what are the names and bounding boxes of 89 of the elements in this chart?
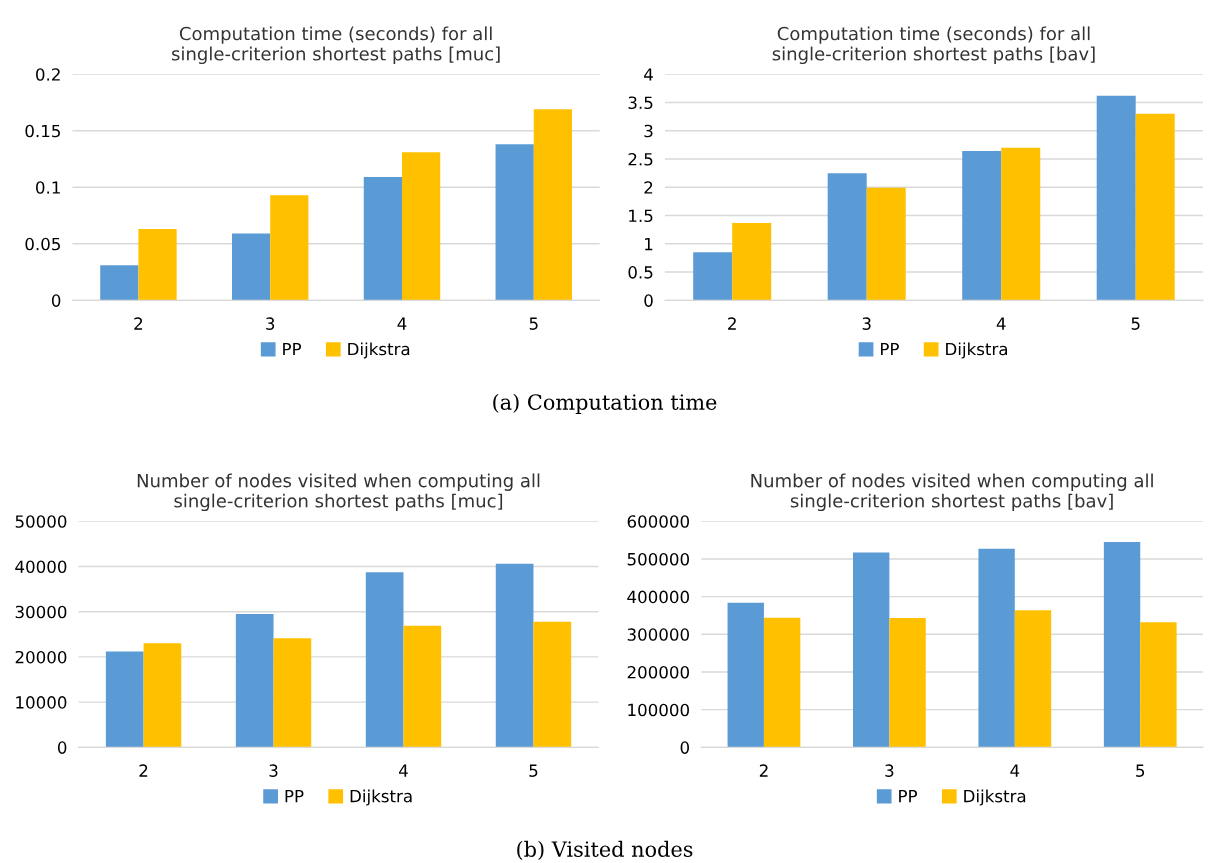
x-tick-label: 5 [529, 764, 538, 777]
bar [495, 144, 534, 301]
y-tick-label: 1.5 [629, 209, 653, 223]
bar [270, 195, 309, 301]
legend-label: Dijkstra [350, 789, 412, 806]
bar [1135, 113, 1175, 301]
text: (a) Computation time [493, 393, 717, 414]
y-tick-label: 300000 [627, 628, 689, 641]
bar [143, 643, 182, 748]
x-tick-label: 5 [1136, 764, 1145, 777]
y-tick-label: 0.2 [36, 68, 60, 81]
y-tick-label: 2 [644, 181, 653, 194]
bar [962, 151, 1002, 301]
bar [978, 548, 1015, 748]
x-tick-label: 5 [529, 317, 538, 330]
bar [138, 229, 177, 301]
bar [363, 177, 402, 301]
y-tick-label: 20000 [15, 650, 67, 664]
bar [533, 621, 572, 748]
y-tick-label: 0.1 [36, 181, 60, 194]
bar [273, 638, 312, 748]
legend-label: PP [283, 342, 302, 356]
y-tick-label: 600000 [627, 515, 689, 528]
x-tick-label: 3 [885, 764, 894, 777]
legend-label: Dijkstra [946, 342, 1008, 359]
bar [495, 563, 534, 748]
x-tick-label: 2 [728, 317, 736, 330]
x-tick-label: 4 [399, 764, 408, 777]
bar [827, 173, 867, 301]
y-tick-label: 200000 [627, 665, 689, 679]
x-tick-label: 3 [266, 317, 275, 330]
x-tick-label: 3 [269, 764, 278, 777]
y-tick-label: 500000 [627, 552, 689, 566]
y-tick-label: 0 [644, 294, 653, 307]
bar [1140, 622, 1177, 748]
bar [105, 651, 144, 748]
legend-label: Dijkstra [348, 342, 410, 359]
x-tick-label: 2 [139, 764, 148, 777]
bar [1103, 541, 1141, 748]
bar [866, 187, 906, 301]
chart-title: Number of nodes visited when computing all single-criterion shortest paths [bav] [751, 473, 1153, 512]
bar [727, 602, 764, 748]
y-tick-label: 4 [644, 68, 653, 81]
bar [100, 265, 139, 301]
bar [403, 625, 442, 748]
y-tick-label: 0.05 [25, 237, 60, 251]
bar [1096, 95, 1136, 301]
bar [533, 109, 572, 301]
bar [693, 252, 733, 301]
y-tick-label: 0 [680, 741, 689, 754]
legend-label: PP [285, 790, 304, 803]
y-tick-label: 400000 [627, 590, 689, 604]
y-tick-label: 0.15 [25, 124, 60, 138]
x-tick-label: 2 [759, 764, 768, 777]
bar [763, 617, 801, 748]
x-tick-label: 2 [134, 317, 143, 330]
bar [235, 613, 274, 748]
bar [232, 233, 271, 301]
legend-label: PP [899, 790, 918, 803]
bar [401, 152, 441, 301]
y-tick-label: 3.5 [628, 96, 653, 110]
y-tick-label: 50000 [15, 515, 67, 528]
x-tick-label: 5 [1131, 317, 1140, 330]
bar [852, 552, 890, 748]
bar [1014, 610, 1052, 748]
x-tick-label: 4 [1010, 764, 1020, 777]
legend-label: Dijkstra [964, 789, 1026, 806]
y-tick-label: 2.5 [628, 152, 653, 166]
y-tick-label: 1 [645, 237, 653, 251]
x-tick-label: 3 [862, 317, 871, 330]
y-tick-label: 10000 [16, 696, 67, 709]
y-tick-label: 0.5 [628, 266, 653, 279]
x-tick-label: 4 [996, 317, 1006, 330]
chart-title: Number of nodes visited when computing all single-criterion shortest paths [muc] [137, 473, 540, 512]
y-tick-label: 3 [644, 124, 653, 138]
bar [732, 222, 772, 301]
y-tick-label: 40000 [15, 560, 67, 574]
y-tick-label: 0 [57, 741, 67, 754]
chart-title: Computation time (seconds) for all single-criterion shortest paths [bav] [772, 26, 1095, 65]
x-tick-label: 4 [397, 317, 407, 330]
y-tick-label: 100000 [628, 703, 689, 717]
bar [889, 618, 926, 748]
bar [365, 572, 404, 748]
chart-title: Computation time (seconds) for all single-criterion shortest paths [muc] [172, 26, 500, 65]
text: (b) Visited nodes [517, 840, 693, 860]
y-tick-label: 0 [51, 294, 61, 307]
bar [1001, 147, 1041, 301]
legend-label: PP [881, 342, 899, 356]
y-tick-label: 30000 [15, 605, 67, 619]
